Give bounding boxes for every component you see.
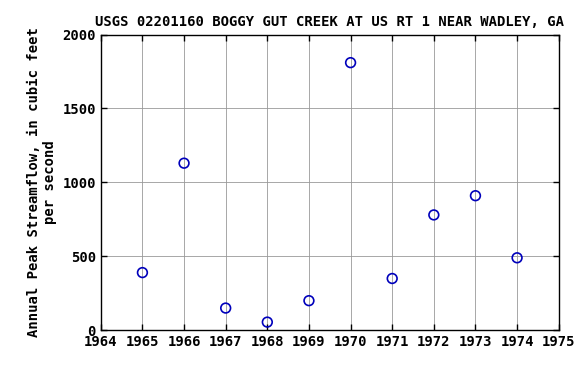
Point	[221, 305, 230, 311]
Point	[388, 275, 397, 281]
Point	[263, 319, 272, 325]
Point	[180, 160, 189, 166]
Title: USGS 02201160 BOGGY GUT CREEK AT US RT 1 NEAR WADLEY, GA: USGS 02201160 BOGGY GUT CREEK AT US RT 1…	[95, 15, 564, 29]
Point	[346, 60, 355, 66]
Y-axis label: Annual Peak Streamflow, in cubic feet
per second: Annual Peak Streamflow, in cubic feet pe…	[26, 28, 57, 337]
Point	[513, 255, 522, 261]
Point	[471, 193, 480, 199]
Point	[304, 298, 313, 304]
Point	[138, 270, 147, 276]
Point	[429, 212, 438, 218]
